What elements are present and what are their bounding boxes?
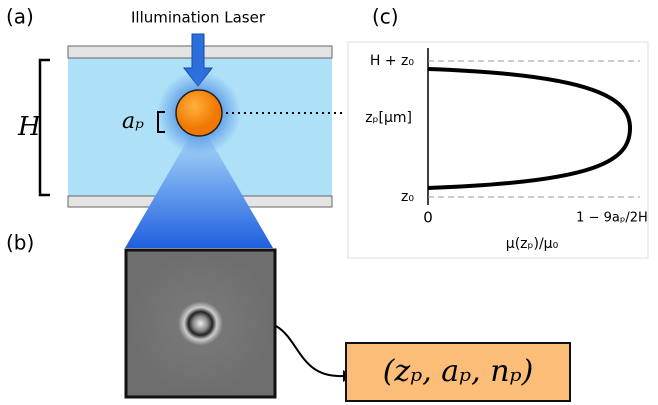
x-right-label: 1 − 9aₚ/2H (576, 211, 648, 226)
radius-label: aₚ (122, 109, 144, 134)
output-label: (zₚ, aₚ, nₚ) (383, 354, 534, 389)
particle (176, 90, 222, 136)
output-arrow (276, 326, 343, 376)
figure: (a) Illumination Laser H aₚ (b) (zₚ, aₚ,… (0, 0, 658, 405)
laser-label: Illumination Laser (131, 9, 266, 27)
panel-label: (a) (6, 5, 34, 29)
y-bottom-label: z₀ (401, 189, 414, 205)
x-left-label: 0 (423, 209, 433, 227)
panel-label: (b) (6, 231, 34, 255)
hologram-image (126, 250, 275, 397)
height-label: H (17, 112, 42, 142)
y-axis-label: zₚ[μm] (365, 110, 412, 126)
panel-label: (c) (372, 5, 399, 29)
y-top-label: H + z₀ (370, 53, 415, 69)
x-axis-label: μ(zₚ)/μ₀ (506, 236, 559, 252)
height-bracket (40, 60, 50, 195)
